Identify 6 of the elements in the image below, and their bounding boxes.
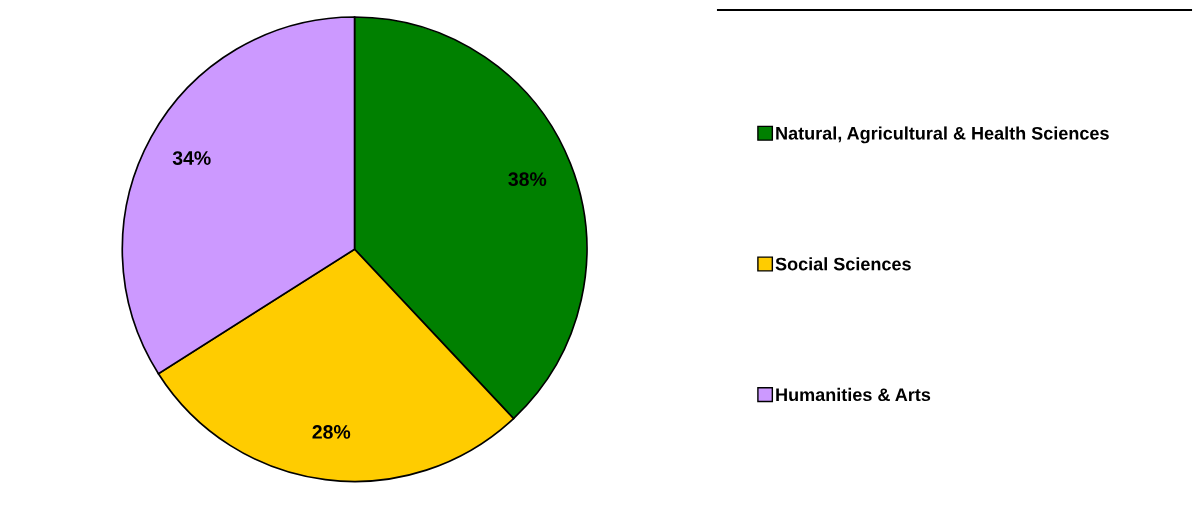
legend-label: Social Sciences xyxy=(775,257,911,271)
data-label: 28% xyxy=(312,425,351,439)
data-label: 34% xyxy=(172,151,211,165)
legend-label: Humanities & Arts xyxy=(776,387,931,402)
data-label: 38% xyxy=(508,172,547,187)
legend-label: Natural, Agricultural & Health Sciences xyxy=(776,126,1109,144)
